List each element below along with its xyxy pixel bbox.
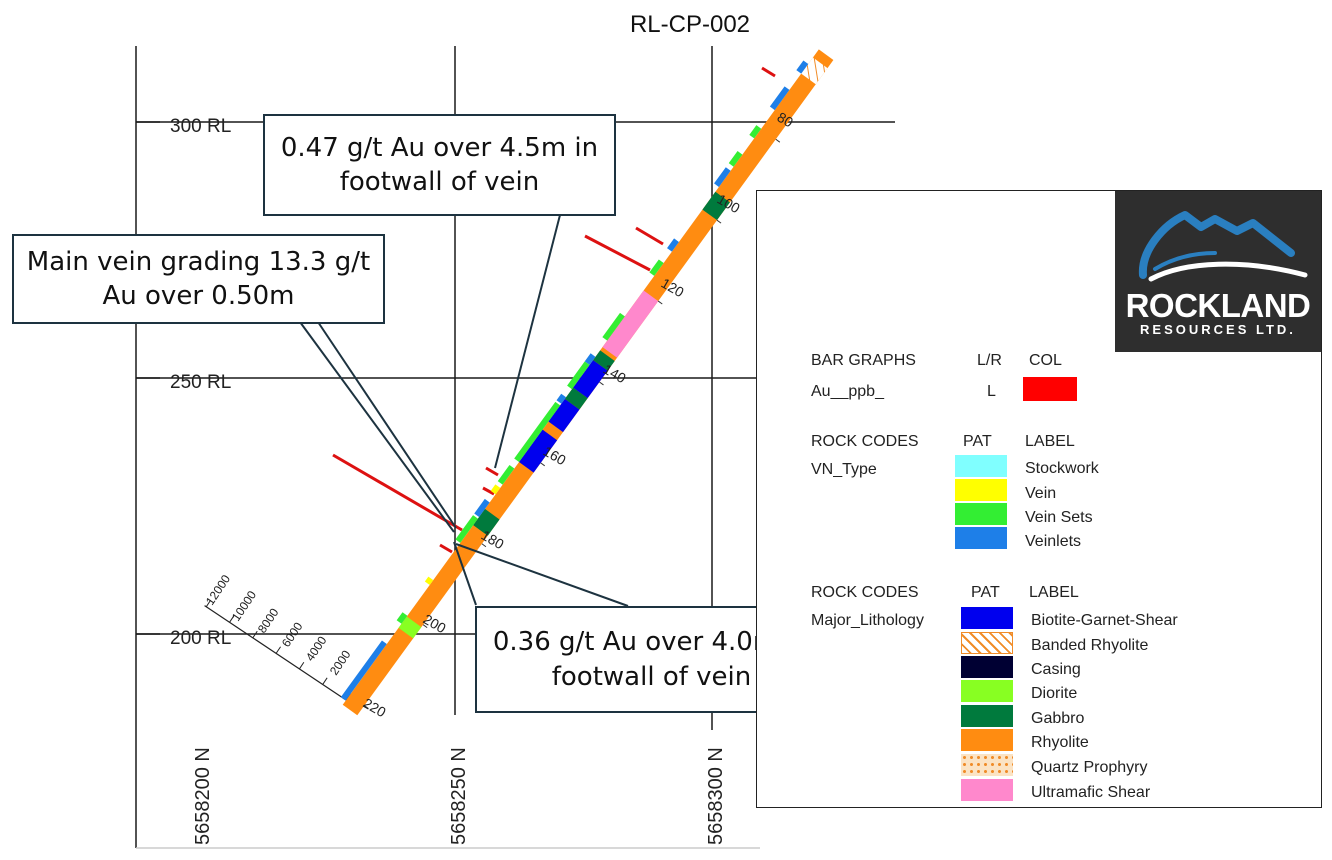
depth-label-80: 80 — [775, 109, 797, 131]
legend-au-swatch — [1023, 377, 1077, 401]
legend-vein-swatch — [955, 479, 1007, 501]
callout-leaders — [299, 214, 629, 607]
logo-subtitle: RESOURCES LTD. — [1140, 322, 1296, 337]
legend-lithology-pat-header: PAT — [971, 584, 1000, 601]
legend-vein-label: Vein — [1025, 485, 1057, 502]
elevation-ticks — [136, 121, 160, 635]
legend-banded-rhyolite-swatch — [961, 632, 1013, 654]
mountain-logo-icon — [1138, 211, 1308, 282]
legend-quartz-porphyry-label: Quartz Prophyry — [1031, 759, 1148, 776]
legend-diorite-swatch — [961, 680, 1013, 702]
legend-banded-rhyolite-label: Banded Rhyolite — [1031, 637, 1149, 654]
logo-wordmark: ROCKLAND — [1125, 287, 1311, 324]
legend-veinlets-swatch — [955, 527, 1007, 549]
elevation-label-250: 250 RL — [170, 372, 231, 393]
scale-label-12000: 12000 — [203, 572, 233, 608]
depth-ticks — [364, 138, 781, 709]
legend-veinlets-label: Veinlets — [1025, 533, 1082, 550]
legend-vein-heading: ROCK CODES — [811, 433, 919, 450]
legend-biotite-label: Biotite-Garnet-Shear — [1031, 612, 1178, 629]
legend-bar-graphs-col-header: COL — [1029, 352, 1062, 369]
section-title: RL-CP-002 — [630, 11, 750, 38]
legend-gabbro-label: Gabbro — [1031, 710, 1085, 727]
callout-main-vein: Main vein grading 13.3 g/t Au over 0.50m — [12, 234, 385, 324]
drill-hole-trace — [340, 49, 834, 716]
au-bar-graphs — [332, 66, 776, 554]
elevation-label-200: 200 RL — [170, 628, 231, 649]
legend-vein-sets-swatch — [955, 503, 1007, 525]
legend-stockwork-label: Stockwork — [1025, 460, 1099, 477]
scale-label-2000: 2000 — [327, 647, 354, 677]
legend-biotite-swatch — [961, 607, 1013, 629]
legend-casing-swatch — [961, 656, 1013, 678]
legend-au-side: L — [987, 383, 996, 400]
legend-lithology-heading: ROCK CODES — [811, 584, 919, 601]
legend-ultramafic-swatch — [961, 779, 1013, 801]
legend-diorite-label: Diorite — [1031, 685, 1078, 702]
legend-ultramafic-label: Ultramafic Shear — [1031, 784, 1151, 801]
legend-rhyolite-swatch — [961, 729, 1013, 751]
legend-vein-pat-header: PAT — [963, 433, 992, 450]
scale-label-8000: 8000 — [255, 605, 282, 635]
northing-label-5658200: 5658200 N — [192, 747, 214, 845]
legend-lithology-field: Major_Lithology — [811, 612, 924, 629]
legend-rhyolite-label: Rhyolite — [1031, 734, 1089, 751]
legend-lithology-label-header: LABEL — [1029, 584, 1079, 601]
northing-label-5658250: 5658250 N — [448, 747, 470, 845]
legend-bar-graphs-lr-header: L/R — [977, 352, 1002, 369]
callout-footwall-top: 0.47 g/t Au over 4.5m in footwall of vei… — [263, 114, 616, 216]
legend-au-field: Au__ppb_ — [811, 383, 884, 400]
vein-type-column — [340, 60, 809, 701]
legend-vein-field: VN_Type — [811, 461, 877, 478]
lithology-column — [342, 49, 834, 716]
northing-label-5658300: 5658300 N — [705, 747, 727, 845]
legend-casing-label: Casing — [1031, 661, 1081, 678]
legend-gabbro-swatch — [961, 705, 1013, 727]
legend-quartz-porphyry-swatch — [961, 754, 1013, 776]
legend-vein-sets-label: Vein Sets — [1025, 509, 1093, 526]
scale-label-10000: 10000 — [229, 588, 259, 624]
elevation-label-300: 300 RL — [170, 116, 231, 137]
scale-label-4000: 4000 — [303, 633, 330, 663]
legend-bar-graphs-heading: BAR GRAPHS — [811, 352, 916, 369]
legend-vein-label-header: LABEL — [1025, 433, 1075, 450]
rockland-logo: ROCKLAND RESOURCES LTD. — [1115, 191, 1321, 352]
legend-stockwork-swatch — [955, 455, 1007, 477]
scale-labels: 12000 10000 8000 6000 4000 2000 — [203, 572, 354, 678]
